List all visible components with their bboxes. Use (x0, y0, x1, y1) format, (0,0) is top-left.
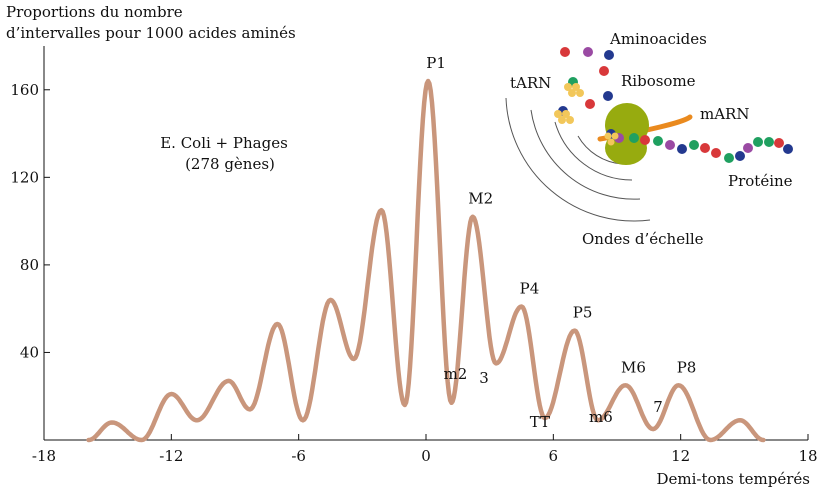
aminoacid-dot (599, 66, 609, 76)
trna-lobe (558, 116, 566, 124)
trna-lobe (564, 83, 572, 91)
x-tick-label: 0 (421, 447, 431, 465)
label-tarn: tARN (510, 74, 551, 92)
peak-labels: P1 M2 P4 P5 M6 P8 m2 3 TT m6 7 (426, 54, 696, 431)
x-tick-label: -12 (159, 447, 183, 465)
x-tick-label: 12 (671, 447, 690, 465)
trna-lobe (604, 132, 612, 140)
aminoacid-dot (735, 151, 745, 161)
x-tick-label: 18 (798, 447, 817, 465)
trna-lobe (572, 83, 580, 91)
aminoacid-dot (583, 47, 593, 57)
aminoacid-dot (560, 47, 570, 57)
aminoacid-dot (665, 140, 675, 150)
aminoacid-dots (558, 47, 793, 163)
y-tick-label: 80 (20, 256, 39, 274)
trna-lobe (576, 89, 584, 97)
peak-label: M6 (621, 358, 646, 376)
aminoacid-dot (629, 133, 639, 143)
trna-lobe (554, 110, 562, 118)
subtitle-line1: E. Coli + Phages (160, 134, 288, 152)
aminoacid-dot (585, 99, 595, 109)
aminoacid-dot (711, 148, 721, 158)
x-tick-label: -18 (32, 447, 56, 465)
subtitle: E. Coli + Phages (278 gènes) (160, 134, 288, 173)
y-tick-label: 40 (20, 343, 39, 361)
trna-icon-1 (564, 83, 584, 97)
aminoacid-dot (783, 144, 793, 154)
y-axis-title-line1: Proportions du nombre (6, 3, 183, 21)
trna-icon-3 (604, 132, 619, 146)
trna-lobe (568, 89, 576, 97)
peak-label: M2 (468, 190, 493, 208)
x-ticks: -18 -12 -6 0 6 12 18 (32, 434, 818, 465)
aminoacid-dot (753, 137, 763, 147)
y-tick-label: 120 (10, 168, 39, 186)
trough-label: m2 (444, 365, 468, 383)
y-tick-label: 160 (10, 81, 39, 99)
aminoacid-dot (604, 50, 614, 60)
scale-wave-arc-1 (505, 97, 651, 222)
scale-wave-arc-2 (530, 109, 641, 200)
x-tick-label: 6 (549, 447, 559, 465)
aminoacid-dot (653, 136, 663, 146)
ribosome-inset: Aminoacides tARN Ribosome mARN Protéine … (505, 30, 793, 248)
trough-label: m6 (589, 408, 613, 426)
trough-label: TT (530, 413, 550, 431)
aminoacid-dot (764, 137, 774, 147)
y-axis-title: Proportions du nombre d’intervalles pour… (6, 2, 296, 44)
trna-lobe (562, 110, 570, 118)
label-ribosome: Ribosome (621, 72, 696, 90)
aminoacid-dot (689, 140, 699, 150)
aminoacid-dot (743, 143, 753, 153)
aminoacid-dot (724, 153, 734, 163)
y-ticks: 40 80 120 160 (10, 81, 50, 361)
trna-icon-2 (554, 110, 574, 124)
trna-lobe (611, 132, 619, 140)
peak-label: P4 (520, 279, 540, 297)
label-aminoacides: Aminoacides (609, 30, 707, 48)
peak-label: P8 (677, 358, 697, 376)
trough-label: 3 (479, 369, 489, 387)
x-tick-label: -6 (291, 447, 306, 465)
peak-label: P5 (573, 304, 593, 322)
label-ondes: Ondes d’échelle (582, 230, 704, 248)
trna-lobe (607, 138, 615, 146)
aminoacid-dot (700, 143, 710, 153)
aminoacid-dot (677, 144, 687, 154)
subtitle-line2: (278 gènes) (185, 155, 275, 173)
aminoacid-dot (640, 135, 650, 145)
peak-label: P1 (426, 54, 446, 72)
trough-label: 7 (653, 398, 663, 416)
label-proteine: Protéine (728, 172, 793, 190)
y-axis-title-line2: d’intervalles pour 1000 acides aminés (6, 24, 296, 42)
trna-lobe (566, 116, 574, 124)
series-curve (86, 78, 766, 443)
trna-icons (554, 83, 619, 146)
aminoacid-dot (774, 138, 784, 148)
aminoacid-dot (603, 91, 613, 101)
x-axis-title: Demi-tons tempérés (656, 470, 810, 488)
scale-wave-arc-3 (554, 121, 633, 181)
label-marn: mARN (700, 105, 749, 123)
